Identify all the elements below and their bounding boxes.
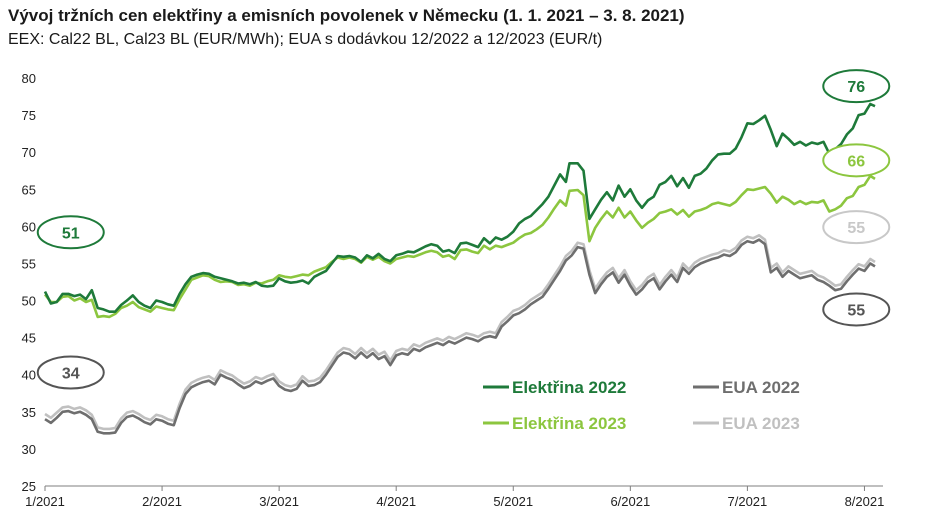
y-tick-label: 70	[22, 145, 36, 160]
x-tick-label: 1/2021	[25, 494, 65, 509]
series-line-eua-2023	[44, 234, 876, 431]
y-tick-label: 45	[22, 331, 36, 346]
y-tick-label: 25	[22, 479, 36, 494]
legend-label: Elektřina 2022	[512, 378, 626, 397]
callout-ellipse	[822, 143, 891, 178]
chart-callouts: 51 34 76 66 55 55	[36, 69, 891, 390]
callout-ellipse	[822, 292, 891, 327]
y-tick-label: 30	[22, 442, 36, 457]
y-tick-label: 80	[22, 71, 36, 86]
chart-axes: 25 30 35 40 45 50 55 60 65 70 75 80 1/2021 2/2021 3/20…	[22, 71, 885, 509]
callout-label: 76	[847, 79, 865, 96]
series-line-elekt-ina-2022	[43, 102, 876, 313]
y-tick-label: 60	[22, 219, 36, 234]
y-tick-label: 50	[22, 294, 36, 309]
chart-series	[43, 102, 876, 435]
callout-ellipse	[36, 355, 105, 390]
legend-label: EUA 2023	[722, 414, 800, 433]
y-tick-label: 65	[22, 182, 36, 197]
x-tick-label: 5/2021	[493, 494, 533, 509]
callout-label: 34	[62, 366, 80, 383]
x-tick-label: 2/2021	[142, 494, 182, 509]
y-tick-label: 35	[22, 405, 36, 420]
x-tick-label: 7/2021	[728, 494, 768, 509]
x-tick-label: 4/2021	[376, 494, 416, 509]
y-tick-label: 75	[22, 108, 36, 123]
callout-ellipse	[36, 215, 105, 250]
chart-title: Vývoj tržních cen elektřiny a emisních p…	[8, 6, 685, 25]
x-tick-label: 6/2021	[610, 494, 650, 509]
x-tick-label: 3/2021	[259, 494, 299, 509]
y-tick-label: 55	[22, 256, 36, 271]
chart-legend: Elektřina 2022 EUA 2022 Elektřina 2023 EUA …	[483, 378, 800, 433]
callout-ellipse	[822, 69, 891, 104]
series-line-eua-2022	[44, 238, 876, 435]
series-line-elekt-ina-2023	[43, 174, 876, 319]
chart-subtitle: EEX: Cal22 BL, Cal23 BL (EUR/MWh); EUA s…	[8, 31, 603, 48]
y-tick-label: 40	[22, 368, 36, 383]
callout-label: 55	[847, 220, 865, 237]
callout-label: 55	[847, 302, 865, 319]
callout-ellipse	[822, 210, 891, 245]
callout-label: 66	[847, 153, 865, 170]
legend-label: Elektřina 2023	[512, 414, 626, 433]
legend-label: EUA 2022	[722, 378, 800, 397]
callout-label: 51	[62, 225, 80, 242]
x-tick-label: 8/2021	[845, 494, 885, 509]
